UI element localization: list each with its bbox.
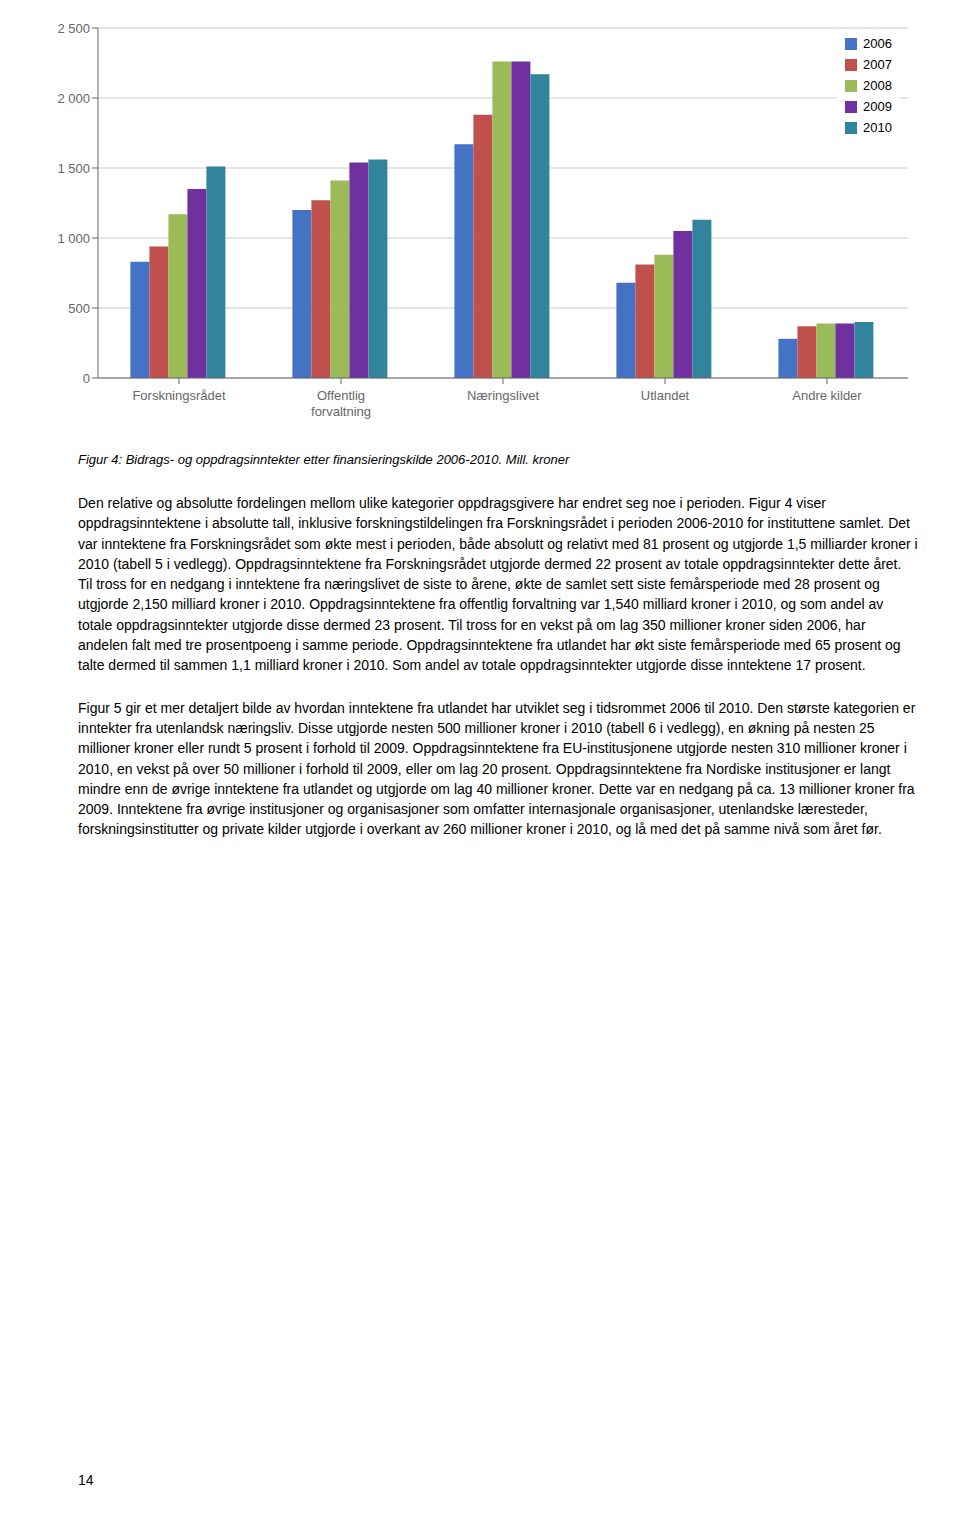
svg-text:0: 0 — [83, 371, 90, 386]
html-text:2006: 2006 — [863, 36, 892, 51]
svg-text:1 000: 1 000 — [57, 231, 90, 246]
html-text:Den relative og absolutte ford: Den relative og absolutte fordelingen me… — [78, 495, 918, 674]
html-text:Figur 5 gir et mer detaljert b: Figur 5 gir et mer detaljert bilde av hv… — [78, 699, 916, 838]
html-text:2009: 2009 — [863, 99, 892, 114]
svg-text:Andre kilder: Andre kilder — [792, 388, 862, 403]
svg-text:500: 500 — [68, 301, 90, 316]
svg-text:2 500: 2 500 — [57, 21, 90, 36]
svg-text:2 000: 2 000 — [57, 91, 90, 106]
html-text:Figur 4: Bidrags- og oppdragsi: Figur 4: Bidrags- og oppdragsinntekter e… — [78, 452, 570, 467]
svg-text:1 500: 1 500 — [57, 161, 90, 176]
svg-text:Offentligforvaltning: Offentligforvaltning — [311, 388, 371, 419]
html-text:2007: 2007 — [863, 57, 892, 72]
html-text:14: 14 — [78, 1472, 94, 1488]
svg-text:Næringslivet: Næringslivet — [467, 388, 540, 403]
html-text:2010: 2010 — [863, 120, 892, 135]
svg-text:Utlandet: Utlandet — [641, 388, 690, 403]
svg-text:Forskningsrådet: Forskningsrådet — [132, 388, 226, 403]
html-text:2008: 2008 — [863, 78, 892, 93]
